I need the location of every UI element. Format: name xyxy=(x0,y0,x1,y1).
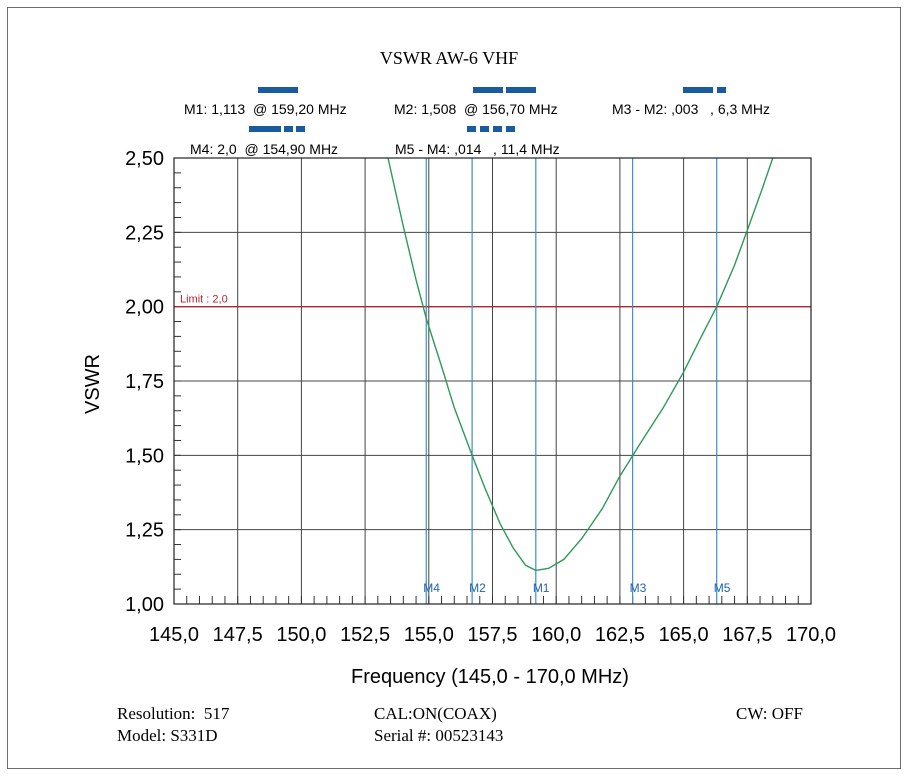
x-tick-label: 167,5 xyxy=(722,624,772,646)
y-tick-label: 1,75 xyxy=(125,371,164,393)
x-tick-labels: 145,0 147,5 150,0 152,5 155,0 157,5 160,0 162,5… xyxy=(149,624,836,646)
y-axis-label: VSWR xyxy=(82,354,104,414)
x-tick-label: 162,5 xyxy=(595,624,645,646)
x-tick-label: 145,0 xyxy=(149,624,199,646)
x-tick-label: 152,5 xyxy=(340,624,390,646)
vswr-chart: VSWR AW-6 VHF M1: 1,113 @ 159,20 MHz M2:… xyxy=(82,48,836,745)
chart-title: VSWR AW-6 VHF xyxy=(380,48,518,68)
x-tick-label: 155,0 xyxy=(404,624,454,646)
vswr-trace xyxy=(387,157,774,572)
readout-bar xyxy=(296,126,305,132)
readout-bar xyxy=(284,126,293,132)
footer-cw: CW: OFF xyxy=(736,704,803,723)
readout-bar xyxy=(506,87,536,93)
readout-m4: M4: 2,0 @ 154,90 MHz xyxy=(190,141,338,157)
readout-m2: M2: 1,508 @ 156,70 MHz xyxy=(394,101,558,117)
marker-label-m2: M2 xyxy=(469,581,486,595)
x-tick-label: 150,0 xyxy=(276,624,326,646)
y-tick-label: 1,00 xyxy=(125,594,164,616)
plot-area-border xyxy=(173,157,812,605)
y-tick-label: 1,25 xyxy=(125,520,164,542)
readout-m3-m2: M3 - M2: ,003 , 6,3 MHz xyxy=(612,101,770,117)
x-tick-label: 165,0 xyxy=(659,624,709,646)
x-tick-label: 170,0 xyxy=(786,624,836,646)
marker-label-m4: M4 xyxy=(423,581,440,595)
y-tick-label: 2,25 xyxy=(125,222,164,244)
x-tick-label: 157,5 xyxy=(467,624,517,646)
footer-model: Model: S331D xyxy=(117,726,218,745)
readout-bar xyxy=(467,126,476,132)
readout-m1: M1: 1,113 @ 159,20 MHz xyxy=(184,101,347,117)
readout-bar xyxy=(493,126,502,132)
limit-line-group: Limit : 2,0 xyxy=(174,294,811,308)
marker-lines: M4 M2 M1 M3 M5 xyxy=(423,158,731,604)
footer-resolution: Resolution: 517 xyxy=(117,704,230,723)
x-tick-label: 147,5 xyxy=(213,624,263,646)
readout-bar xyxy=(506,126,515,132)
readout-m5-m4: M5 - M4: ,014 , 11,4 MHz xyxy=(395,141,560,157)
marker-label-m5: M5 xyxy=(714,581,731,595)
readout-bar xyxy=(258,87,298,93)
report-frame: VSWR AW-6 VHF M1: 1,113 @ 159,20 MHz M2:… xyxy=(7,7,901,769)
readout-bar xyxy=(473,87,503,93)
y-tick-label: 2,50 xyxy=(125,148,164,170)
limit-label: Limit : 2,0 xyxy=(180,294,228,306)
readout-bar xyxy=(249,126,281,132)
marker-label-m1: M1 xyxy=(533,581,550,595)
footer-cal: CAL:ON(COAX) xyxy=(374,704,497,723)
vswr-trace-group xyxy=(387,157,774,572)
x-axis-label: Frequency (145,0 - 170,0 MHz) xyxy=(351,666,629,688)
x-tick-label: 160,0 xyxy=(531,624,581,646)
y-tick-label: 1,50 xyxy=(125,445,164,467)
readout-bar xyxy=(717,87,726,93)
footer-serial: Serial #: 00523143 xyxy=(374,726,503,745)
marker-readout-bars xyxy=(249,87,726,132)
y-tick-labels: 1,00 1,25 1,50 1,75 2,00 2,25 2,50 xyxy=(125,148,164,616)
plot-border xyxy=(173,157,812,605)
marker-label-m3: M3 xyxy=(630,581,647,595)
minor-ticks xyxy=(174,172,799,604)
plot-grid xyxy=(173,157,812,605)
readout-bar xyxy=(480,126,489,132)
y-tick-label: 2,00 xyxy=(125,297,164,319)
readout-bar xyxy=(683,87,713,93)
